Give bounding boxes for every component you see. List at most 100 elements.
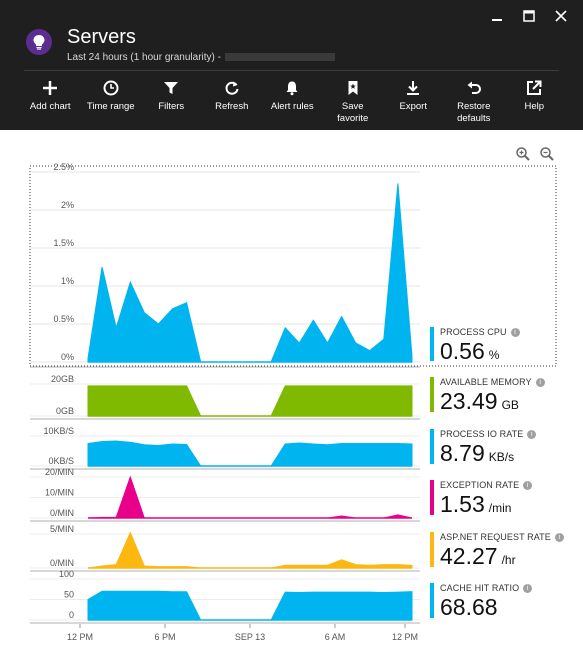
info-icon[interactable]: i bbox=[554, 533, 564, 542]
metric-color-bar bbox=[430, 429, 434, 464]
header-divider bbox=[24, 70, 559, 71]
metric-value: 42.27/hr bbox=[440, 543, 516, 569]
lightbulb-icon bbox=[26, 29, 52, 55]
metric-process-cpu[interactable]: PROCESS CPU i 0.56% bbox=[430, 327, 570, 365]
info-icon[interactable]: i bbox=[535, 378, 545, 387]
metric-label: EXCEPTION RATE i bbox=[440, 480, 533, 490]
io-series-area bbox=[87, 440, 413, 467]
help-label: Help bbox=[524, 101, 545, 112]
filters-label: Filters bbox=[158, 101, 185, 112]
add-chart-label: Add chart bbox=[29, 101, 71, 112]
close-button[interactable] bbox=[547, 6, 575, 26]
zoom-in-button[interactable] bbox=[515, 146, 531, 162]
cpu-ytick-label: 0% bbox=[61, 352, 74, 362]
page-title: Servers bbox=[67, 26, 136, 48]
refresh-icon bbox=[223, 79, 241, 97]
metric-aspnet-request-rate[interactable]: ASP.NET REQUEST RATE i 42.27/hr bbox=[430, 532, 570, 570]
metric-label: AVAILABLE MEMORY i bbox=[440, 377, 545, 387]
restore-defaults-button[interactable]: Restore defaults bbox=[444, 79, 505, 129]
maximize-icon bbox=[523, 10, 535, 22]
memory-series-area bbox=[87, 385, 413, 417]
zoom-out-icon bbox=[540, 147, 554, 161]
export-button[interactable]: Export bbox=[383, 79, 444, 129]
io-ytick-label: 10KB/S bbox=[43, 426, 74, 436]
cpu-ytick-label: 1.5% bbox=[53, 238, 74, 248]
cpu-ytick-label: 2% bbox=[61, 200, 74, 210]
info-icon[interactable]: i bbox=[523, 584, 533, 593]
metric-label: CACHE HIT RATIO i bbox=[440, 583, 533, 593]
request-series-area bbox=[87, 531, 413, 569]
bookmark-icon bbox=[344, 79, 362, 97]
info-icon[interactable]: i bbox=[523, 481, 533, 490]
metric-process-io-rate[interactable]: PROCESS IO RATE i 8.79 KB/s bbox=[430, 429, 570, 467]
exception-ytick-label: 0/MIN bbox=[50, 508, 74, 518]
metric-value: 68.68 bbox=[440, 594, 498, 620]
alert-rules-label: Alert rules bbox=[270, 101, 314, 112]
x-axis-tick-label: 6 AM bbox=[325, 632, 346, 642]
undo-icon bbox=[465, 79, 483, 97]
command-bar: Add chart Time range Filters Refresh Ale… bbox=[20, 79, 565, 129]
metric-value: 23.49 GB bbox=[440, 388, 519, 414]
exception-ytick-label: 10/MIN bbox=[45, 488, 74, 498]
minimize-icon bbox=[492, 19, 502, 21]
save-favorite-button[interactable]: Save favorite bbox=[323, 79, 384, 129]
page-subtitle: Last 24 hours (1 hour granularity) - bbox=[67, 52, 335, 63]
metric-color-bar bbox=[430, 377, 434, 412]
plus-icon bbox=[41, 79, 59, 97]
metric-color-bar bbox=[430, 583, 434, 618]
metric-value: 0.56% bbox=[440, 338, 500, 364]
cache-series-area bbox=[87, 590, 413, 621]
cpu-ytick-label: 2.5% bbox=[53, 162, 74, 172]
memory-ytick-label: 20GB bbox=[51, 374, 74, 384]
io-ytick-label: 0KB/S bbox=[48, 456, 74, 466]
maximize-button[interactable] bbox=[515, 6, 543, 26]
refresh-button[interactable]: Refresh bbox=[202, 79, 263, 129]
metric-available-memory[interactable]: AVAILABLE MEMORY i 23.49 GB bbox=[430, 377, 570, 415]
cache-ytick-label: 50 bbox=[64, 590, 74, 600]
export-label: Export bbox=[399, 101, 427, 112]
metric-label: PROCESS IO RATE i bbox=[440, 429, 537, 439]
metric-label: ASP.NET REQUEST RATE i bbox=[440, 532, 564, 542]
exception-ytick-label: 20/MIN bbox=[45, 467, 74, 477]
time-range-text: Last 24 hours (1 hour granularity) - bbox=[67, 52, 221, 63]
save-favorite-label: Save favorite bbox=[337, 101, 369, 124]
metric-label: PROCESS CPU i bbox=[440, 327, 520, 337]
redacted-resource-name bbox=[224, 53, 335, 62]
external-link-icon bbox=[525, 79, 543, 97]
cpu-ytick-label: 1% bbox=[61, 276, 74, 286]
clock-icon bbox=[102, 79, 120, 97]
help-button[interactable]: Help bbox=[504, 79, 565, 129]
minimize-button[interactable] bbox=[483, 6, 511, 26]
info-icon[interactable]: i bbox=[510, 328, 520, 337]
blade-header: Servers Last 24 hours (1 hour granularit… bbox=[0, 0, 583, 130]
x-axis-tick-label: 12 PM bbox=[392, 632, 418, 642]
metric-color-bar bbox=[430, 480, 434, 515]
x-axis-tick-label: 12 PM bbox=[67, 632, 93, 642]
bell-icon bbox=[283, 79, 301, 97]
alert-rules-button[interactable]: Alert rules bbox=[262, 79, 323, 129]
memory-ytick-label: 0GB bbox=[56, 406, 74, 416]
zoom-out-button[interactable] bbox=[539, 146, 555, 162]
info-icon[interactable]: i bbox=[527, 430, 537, 439]
cpu-ytick-label: 0.5% bbox=[53, 314, 74, 324]
metric-color-bar bbox=[430, 327, 434, 361]
x-axis-tick-label: SEP 13 bbox=[235, 632, 265, 642]
zoom-in-icon bbox=[516, 147, 530, 161]
add-chart-button[interactable]: Add chart bbox=[20, 79, 81, 129]
time-range-label: Time range bbox=[86, 101, 135, 112]
filters-button[interactable]: Filters bbox=[141, 79, 202, 129]
window-controls bbox=[483, 6, 575, 26]
metric-value: 8.79 KB/s bbox=[440, 440, 515, 466]
cache-ytick-label: 0 bbox=[69, 610, 74, 620]
x-axis-tick-label: 6 PM bbox=[154, 632, 175, 642]
download-icon bbox=[404, 79, 422, 97]
time-range-button[interactable]: Time range bbox=[81, 79, 142, 129]
metric-value: 1.53/min bbox=[440, 491, 512, 517]
request-ytick-label: 5/MIN bbox=[50, 524, 74, 534]
cache-ytick-label: 100 bbox=[59, 569, 74, 579]
metric-cache-hit-ratio[interactable]: CACHE HIT RATIO i 68.68 bbox=[430, 583, 570, 621]
restore-defaults-label: Restore defaults bbox=[457, 101, 491, 124]
metric-exception-rate[interactable]: EXCEPTION RATE i 1.53/min bbox=[430, 480, 570, 518]
